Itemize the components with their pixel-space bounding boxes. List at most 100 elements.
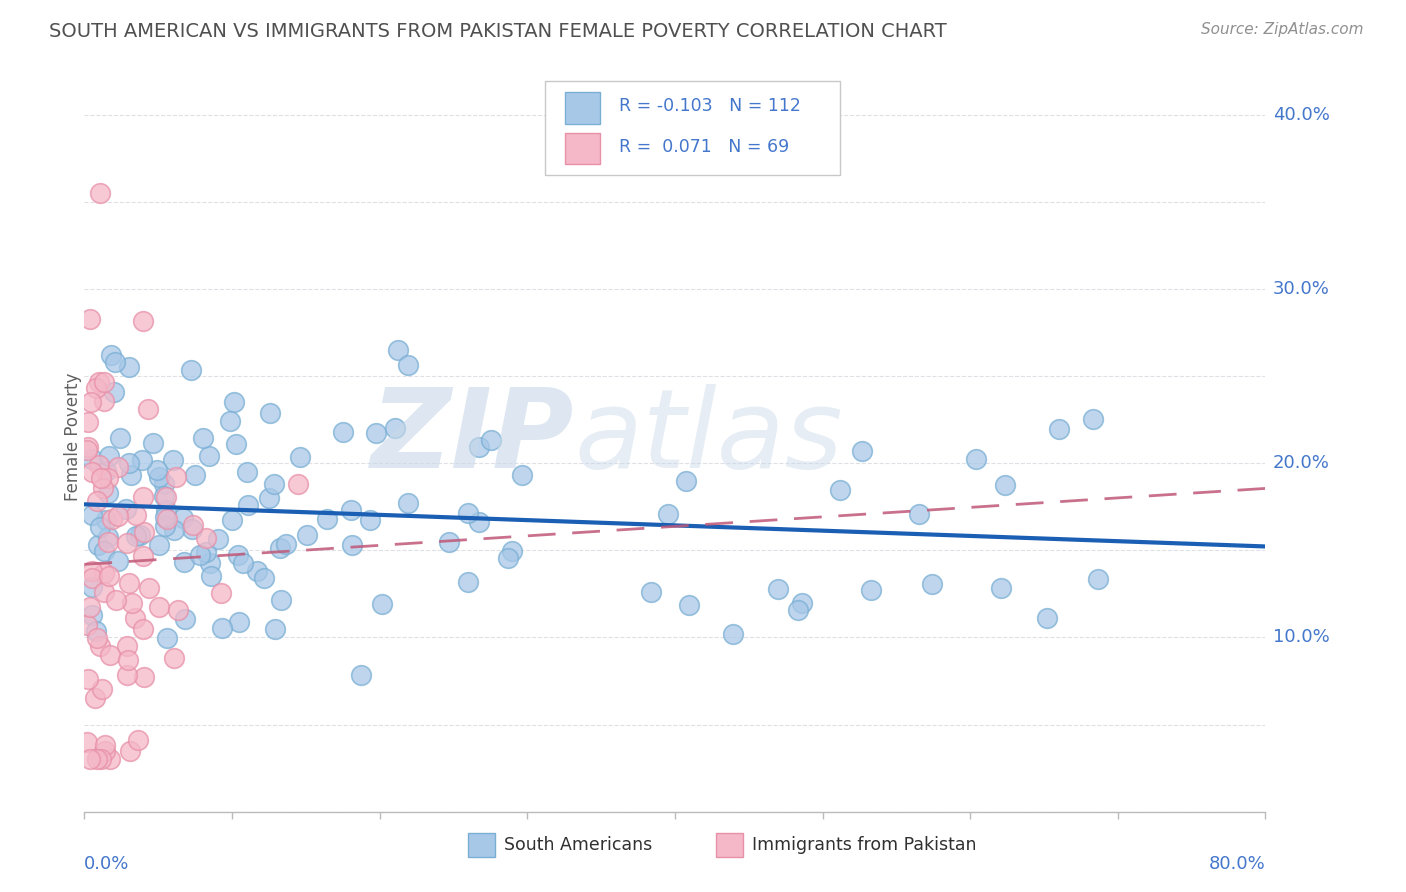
Point: [103, 385, 125, 400]
Point: [156, 512, 179, 526]
Point: [82, 564, 104, 578]
Point: [80, 465, 103, 479]
Point: [118, 575, 141, 590]
Point: [138, 402, 160, 417]
Text: ZIP: ZIP: [371, 384, 575, 491]
Point: [138, 581, 160, 595]
Point: [253, 571, 276, 585]
Point: [180, 363, 202, 377]
Point: [86, 631, 108, 645]
Point: [263, 477, 285, 491]
FancyBboxPatch shape: [468, 833, 495, 856]
Point: [100, 648, 122, 662]
Point: [82, 571, 104, 585]
Point: [211, 622, 233, 636]
Point: [153, 509, 176, 524]
Point: [228, 615, 250, 629]
Point: [118, 456, 141, 470]
Point: [84, 381, 107, 395]
Point: [94, 464, 117, 478]
Point: [80, 451, 103, 466]
Point: [96, 530, 118, 544]
Point: [76, 442, 98, 457]
Point: [79, 752, 101, 766]
Point: [198, 449, 221, 463]
Point: [134, 670, 156, 684]
Y-axis label: Female Poverty: Female Poverty: [65, 373, 82, 501]
Point: [236, 465, 259, 479]
Point: [396, 358, 419, 372]
Point: [723, 627, 745, 641]
Point: [132, 549, 155, 563]
Point: [148, 538, 170, 552]
Point: [93, 544, 115, 558]
Point: [678, 598, 700, 612]
Point: [79, 599, 101, 614]
Point: [89, 186, 111, 201]
Point: [87, 458, 110, 472]
Point: [851, 444, 873, 458]
Point: [496, 550, 519, 565]
Point: [94, 744, 117, 758]
Point: [93, 394, 115, 409]
Point: [107, 508, 129, 523]
Point: [80, 394, 103, 409]
Point: [91, 682, 114, 697]
Point: [194, 545, 217, 559]
Point: [190, 548, 212, 562]
Text: South Americans: South Americans: [503, 836, 652, 854]
FancyBboxPatch shape: [565, 92, 600, 124]
Point: [209, 585, 232, 599]
Point: [90, 752, 112, 766]
Point: [340, 538, 363, 552]
Point: [107, 554, 129, 568]
Point: [77, 440, 100, 454]
Point: [142, 436, 165, 450]
Point: [84, 624, 107, 639]
Point: [94, 739, 117, 753]
Point: [790, 596, 813, 610]
Point: [124, 529, 146, 543]
Point: [132, 622, 155, 636]
Point: [259, 406, 281, 420]
Point: [87, 376, 110, 390]
Point: [221, 513, 243, 527]
Point: [907, 507, 929, 521]
Point: [117, 653, 139, 667]
Point: [148, 469, 170, 483]
Point: [120, 744, 142, 758]
Point: [675, 475, 697, 489]
Point: [121, 596, 143, 610]
Point: [103, 355, 125, 369]
Point: [990, 581, 1012, 595]
Point: [364, 426, 387, 441]
Point: [640, 585, 662, 599]
Point: [768, 582, 790, 596]
Point: [97, 535, 120, 549]
Point: [232, 557, 254, 571]
Point: [84, 691, 107, 706]
Point: [115, 668, 138, 682]
Point: [132, 525, 155, 540]
Point: [1047, 422, 1070, 436]
Point: [274, 536, 297, 550]
Point: [146, 463, 169, 477]
Point: [100, 348, 122, 362]
Point: [77, 672, 100, 686]
Point: [468, 440, 491, 454]
Text: 0.0%: 0.0%: [84, 855, 129, 873]
Point: [657, 507, 679, 521]
Point: [371, 597, 394, 611]
Point: [163, 650, 186, 665]
Point: [501, 544, 523, 558]
Point: [184, 467, 207, 482]
Point: [225, 437, 247, 451]
Point: [180, 522, 202, 536]
Point: [153, 477, 176, 491]
Text: R = -0.103   N = 112: R = -0.103 N = 112: [620, 96, 801, 114]
Point: [226, 548, 249, 562]
Point: [108, 431, 131, 445]
Point: [965, 451, 987, 466]
Point: [120, 468, 142, 483]
Point: [198, 556, 221, 570]
